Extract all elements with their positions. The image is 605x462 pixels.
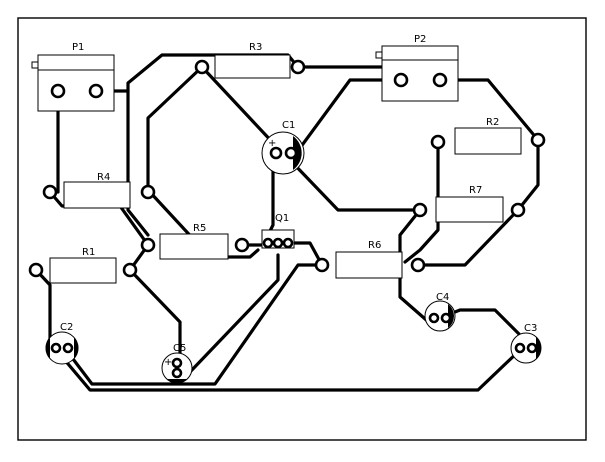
pad-p1-1 [50,83,66,99]
label-c4: C4 [436,292,449,303]
label-c3: C3 [524,323,537,334]
resistor-r5: R5 [140,223,250,260]
pad-c2-2 [62,342,74,354]
trace-r2-r7 [516,138,540,212]
pad-r6-1 [314,257,330,273]
pad-r6-2 [410,257,426,273]
label-r3: R3 [249,42,262,53]
label-c1: C1 [282,120,295,131]
pad-q1-1 [262,237,274,249]
resistor-r7: R7 [412,185,526,223]
label-p2: P2 [414,34,426,45]
resistor-r4: R4 [42,172,156,209]
label-r7: R7 [469,185,482,196]
pad-c2-1 [50,342,62,354]
pad-r4-2 [140,184,156,200]
label-r4: R4 [97,172,110,183]
connector-p2: P2 [375,34,459,102]
pad-r7-1 [412,202,428,218]
polarity-c5: + [164,357,172,368]
trace-c2-c3 [56,348,522,392]
trace-left-r5 [146,188,260,259]
transistor-q1: Q1 [261,213,295,249]
trace-r1-c5 [128,268,182,370]
capacitor-c5: C5 + [161,343,193,384]
pad-c1-1 [269,146,283,160]
pad-r7-2 [510,202,526,218]
pad-r1-1 [28,262,44,278]
capacitor-c1: C1 + [261,120,305,175]
label-c5: C5 [173,343,186,354]
resistor-r6: R6 [314,240,426,279]
connector-p1: P1 [31,42,115,112]
trace-r2-r6 [403,140,440,264]
pad-p1-2 [88,83,104,99]
trace-q1-r6 [286,241,324,267]
pad-c3-2 [526,342,538,354]
polarity-c1: + [268,138,276,149]
pad-c4-2 [440,312,452,324]
pad-r2-1 [430,134,446,150]
pad-r5-1 [140,237,156,253]
pad-c1-2 [284,146,298,160]
label-r1: R1 [82,247,95,258]
label-c2: C2 [60,322,73,333]
pad-c4-1 [428,312,440,324]
pad-c3-1 [514,342,526,354]
label-q1: Q1 [275,213,289,224]
trace-r7-r6 [416,208,520,267]
resistor-r2: R2 [430,117,546,155]
pad-r3-2 [290,59,306,75]
pad-r5-2 [234,237,250,253]
trace-c1-r7 [288,158,422,212]
capacitor-c3: C3 [510,323,542,364]
label-r5: R5 [193,223,206,234]
trace-r3-c1 [200,65,277,147]
capacitor-c4: C4 [424,292,456,332]
label-p1: P1 [72,42,84,53]
pad-q1-3 [282,237,294,249]
pad-r3-1 [194,59,210,75]
pad-r2-2 [530,132,546,148]
label-r2: R2 [486,117,499,128]
trace-p1-r5 [126,89,150,237]
pad-r1-2 [122,262,138,278]
pad-p2-2 [432,72,448,88]
capacitor-c2: C2 [45,322,79,365]
pad-p2-1 [393,72,409,88]
resistor-r3: R3 [194,42,306,79]
pad-q1-2 [272,237,284,249]
trace-r3-left [146,65,204,192]
pad-c5-2 [171,367,183,379]
resistor-r1: R1 [28,247,138,284]
pad-c5-1 [171,357,183,369]
trace-r6-c2 [68,263,324,386]
pad-r4-1 [42,184,58,200]
label-r6: R6 [368,240,381,251]
